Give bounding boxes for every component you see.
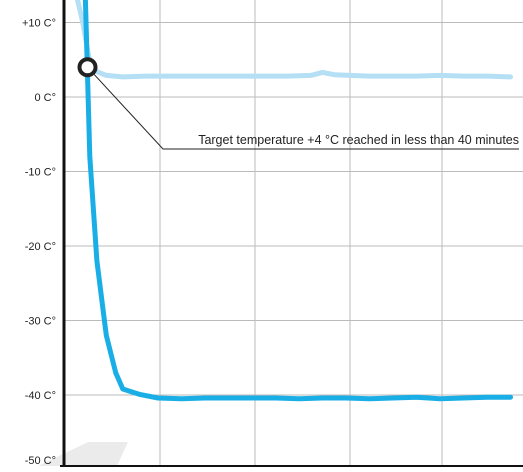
- watermark-shape: [38, 442, 128, 466]
- annotation-leader-line: [87, 66, 519, 150]
- y-tick-label: -30 C°: [25, 316, 56, 328]
- y-tick-label: +10 C°: [22, 18, 56, 30]
- y-tick-labels: +10 C° 0 C° -10 C° -20 C° -30 C° -40 C° -50 C°: [22, 18, 56, 468]
- target-marker: [77, 57, 98, 78]
- y-tick-label: -50 C°: [25, 455, 56, 467]
- y-tick-label: -40 C°: [25, 390, 56, 402]
- axes: [60, 0, 523, 467]
- y-tick-label: 0 C°: [34, 92, 56, 104]
- series-line-dark: [82, 0, 513, 402]
- series-line-light: [74, 0, 513, 80]
- annotation-group: Target temperature +4 °C reached in less…: [87, 66, 519, 150]
- y-tick-label: -10 C°: [25, 167, 56, 179]
- annotation-text: Target temperature +4 °C reached in less…: [198, 133, 519, 147]
- marker-layer: [77, 57, 98, 78]
- series-layer: [74, 0, 513, 402]
- y-tick-label: -20 C°: [25, 241, 56, 253]
